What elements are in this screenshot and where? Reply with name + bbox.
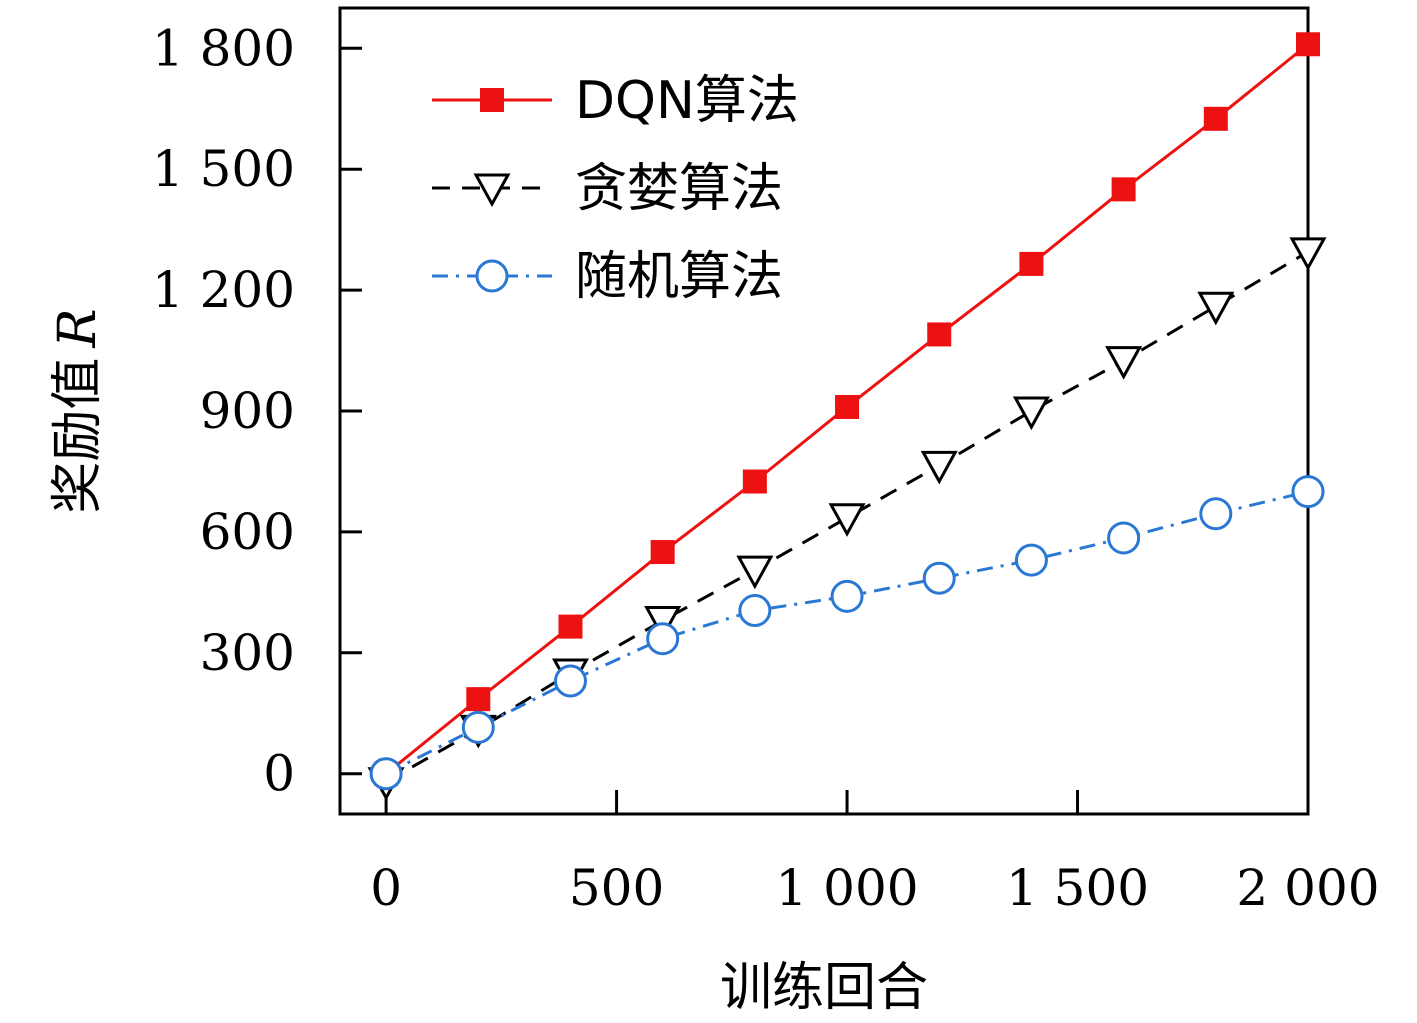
y-axis-title-group: 奖励值 R (48, 308, 108, 513)
data-point (1200, 293, 1232, 322)
data-point (1019, 252, 1043, 276)
data-point (463, 712, 493, 742)
data-point (371, 759, 401, 789)
y-axis-ticks: 0 300 600 900 1 200 1 500 1 800 (152, 19, 362, 802)
data-point (1015, 398, 1047, 427)
data-point (1016, 545, 1046, 575)
line-chart: 0 300 600 900 1 200 1 500 1 800 0 500 1 000 1 500… (0, 0, 1417, 1023)
data-point (739, 557, 771, 586)
x-tick-label: 500 (569, 859, 664, 917)
data-point (743, 470, 767, 494)
data-point (927, 322, 951, 346)
data-point (1292, 239, 1324, 268)
data-point (1201, 499, 1231, 529)
x-tick-label: 1 000 (775, 859, 918, 917)
svg-text:奖励值R: 奖励值 R (48, 308, 108, 513)
x-axis-title: 训练回合 (720, 958, 928, 1018)
data-point (1108, 348, 1140, 377)
x-axis-ticks: 0 500 1 000 1 500 2 000 (370, 790, 1379, 917)
data-point (923, 452, 955, 481)
data-point (466, 687, 490, 711)
data-point (740, 595, 770, 625)
data-point (835, 395, 859, 419)
data-point (1293, 477, 1323, 507)
data-point (555, 666, 585, 696)
y-axis-symbol: R (48, 308, 108, 348)
legend-entry-2: 贪婪算法 (432, 159, 783, 219)
data-point (1204, 107, 1228, 131)
legend-marker (477, 261, 507, 291)
legend-label: DQN算法 (575, 71, 799, 131)
y-tick-label: 1 200 (152, 261, 295, 319)
y-tick-label: 1 500 (152, 140, 295, 198)
data-point (1296, 32, 1320, 56)
data-point (1112, 177, 1136, 201)
y-axis-title: 奖励值 (48, 358, 108, 514)
y-tick-label: 600 (200, 503, 295, 561)
x-tick-label: 1 500 (1006, 859, 1149, 917)
data-point (651, 540, 675, 564)
legend-entry-1: DQN算法 (432, 71, 799, 131)
data-point (648, 624, 678, 654)
y-tick-label: 900 (200, 382, 295, 440)
legend-label: 随机算法 (575, 247, 783, 307)
data-point (558, 615, 582, 639)
data-point (924, 563, 954, 593)
data-point (831, 505, 863, 534)
data-point (832, 581, 862, 611)
data-point (1109, 523, 1139, 553)
series-layer (370, 32, 1324, 797)
y-tick-label: 300 (200, 624, 295, 682)
series-2 (370, 239, 1324, 798)
legend-marker (480, 88, 504, 112)
y-tick-label: 1 800 (152, 19, 295, 77)
x-tick-label: 2 000 (1236, 859, 1379, 917)
x-tick-label: 0 (370, 859, 402, 917)
y-tick-label: 0 (263, 745, 295, 803)
series-1 (374, 32, 1320, 785)
legend-label: 贪婪算法 (575, 159, 783, 219)
legend-entry-3: 随机算法 (432, 247, 783, 307)
